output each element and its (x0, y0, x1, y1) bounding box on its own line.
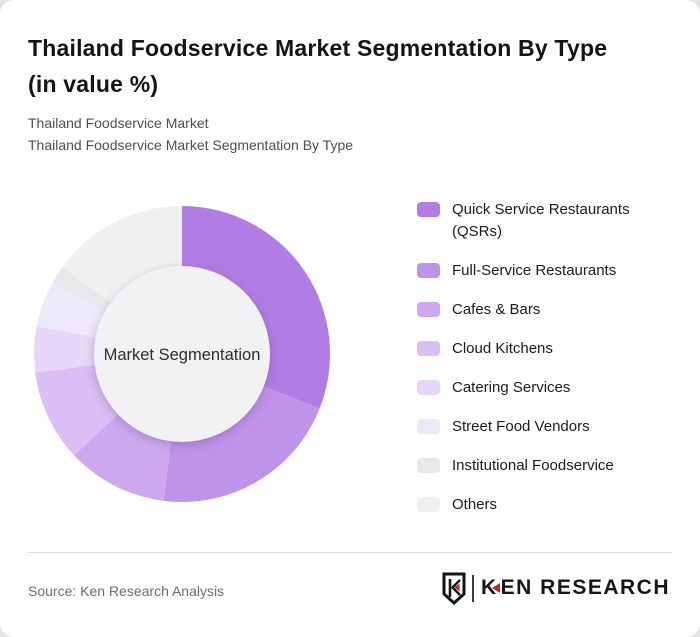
legend-item-6[interactable]: Street Food Vendors (417, 416, 677, 438)
legend-label: Catering Services (452, 379, 571, 396)
legend-swatch-icon (417, 341, 440, 356)
legend-swatch-icon (417, 458, 440, 473)
page-title: Thailand Foodservice Market Segmentation… (28, 30, 670, 102)
footer-divider (28, 552, 672, 553)
legend-label: Others (452, 496, 498, 513)
legend-swatch-icon (417, 263, 440, 278)
page-title-line2: (in value %) (28, 71, 159, 97)
ken-research-logo: K EN RESEARCH (442, 570, 670, 606)
page-subtitle: Thailand Foodservice Market Thailand Foo… (28, 112, 670, 156)
legend-item-3[interactable]: Cafes & Bars (417, 299, 677, 321)
subtitle-line1: Thailand Foodservice Market (28, 115, 209, 131)
wordmark-red-triangle-icon (491, 583, 500, 593)
legend-swatch-icon (417, 380, 440, 395)
legend-swatch-icon (417, 419, 440, 434)
legend-item-8[interactable]: Others (417, 494, 677, 516)
wordmark-k: K (480, 576, 498, 599)
wordmark-rest: EN RESEARCH (500, 576, 670, 599)
legend-swatch-icon (417, 497, 440, 512)
legend-label: Cloud Kitchens (452, 340, 553, 357)
legend-item-2[interactable]: Full-Service Restaurants (417, 260, 677, 282)
legend-item-7[interactable]: Institutional Foodservice (417, 455, 677, 477)
legend-label: Quick Service Restaurants (QSRs) (452, 201, 630, 240)
legend-item-4[interactable]: Cloud Kitchens (417, 338, 677, 360)
subtitle-line2: Thailand Foodservice Market Segmentation… (28, 137, 354, 153)
donut-center-hole (94, 266, 270, 442)
legend-label: Institutional Foodservice (452, 457, 614, 474)
legend-item-1[interactable]: Quick Service Restaurants (QSRs) (417, 199, 677, 243)
ken-research-shield-icon (442, 572, 466, 605)
source-text: Source: Ken Research Analysis (28, 583, 225, 599)
ken-research-wordmark: K EN RESEARCH (481, 576, 670, 600)
legend-item-5[interactable]: Catering Services (417, 377, 677, 399)
legend-swatch-icon (417, 302, 440, 317)
legend-label: Street Food Vendors (452, 418, 590, 435)
page-title-line1: Thailand Foodservice Market Segmentation… (28, 35, 608, 61)
donut-center-label: Market Segmentation (104, 346, 261, 364)
logo-separator (471, 574, 474, 602)
legend-label: Cafes & Bars (452, 301, 541, 318)
chart-legend: Quick Service Restaurants (QSRs) Full-Ser… (417, 199, 677, 516)
legend-label: Full-Service Restaurants (452, 262, 617, 279)
donut-chart: Market Segmentation (22, 194, 342, 514)
legend-swatch-icon (417, 202, 440, 217)
